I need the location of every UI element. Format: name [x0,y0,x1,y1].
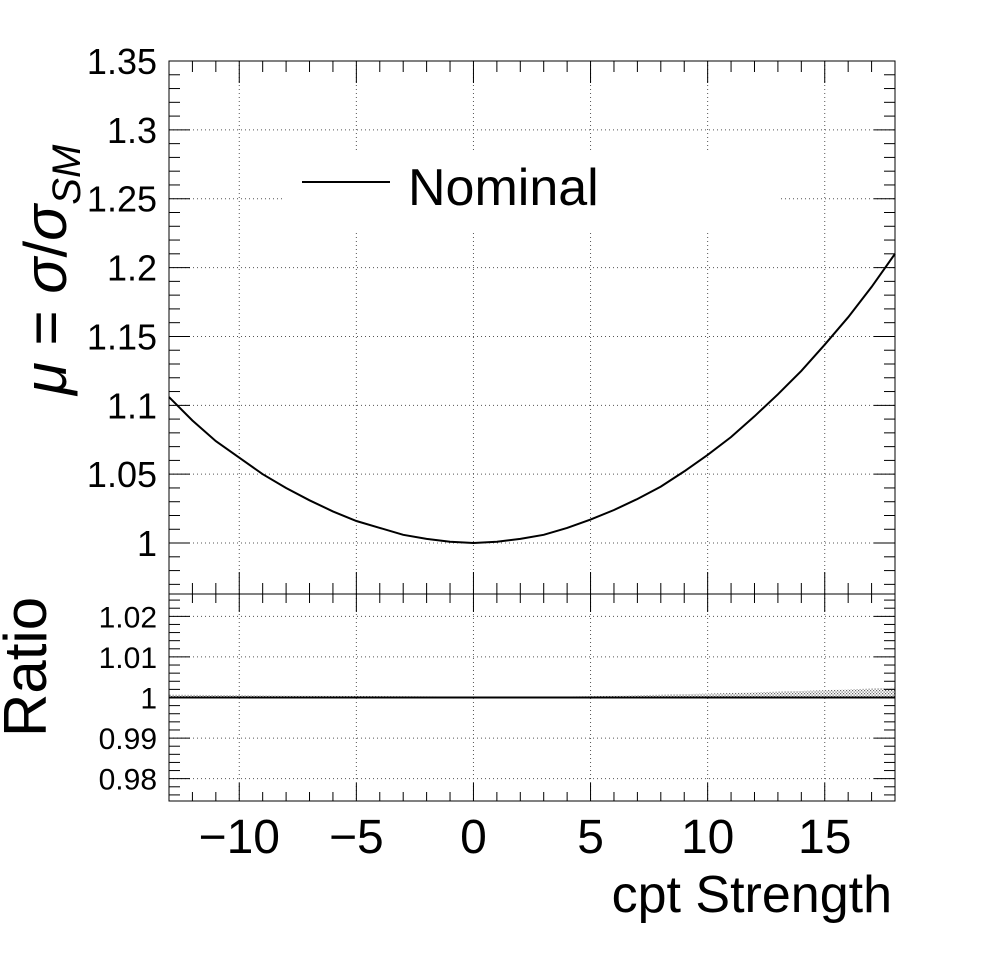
y-title-slash: / [12,241,79,258]
ratio-y-tick-label: 1.01 [99,642,157,675]
ratio-y-tick-label: 1 [140,683,157,716]
main-frame [168,60,896,595]
x-tick-labels: −10 −5 0 5 10 15 [199,811,852,864]
main-y-tick-label: 1 [137,523,157,564]
x-tick-label: −10 [199,811,280,864]
main-series-layer [168,253,896,545]
main-y-tick-labels: 1 1.05 1.1 1.15 1.2 1.25 1.3 1.35 [87,41,157,564]
main-y-tick-label: 1.1 [107,385,157,426]
main-y-tick-label: 1.2 [107,248,157,289]
main-y-tick-label: 1.25 [87,179,157,220]
ratio-uncertainty-band [169,687,895,698]
ratio-y-tick-label: 0.98 [99,764,157,797]
x-axis-title: cpt Strength [612,866,892,924]
main-y-tick-label: 1.05 [87,454,157,495]
legend: Nominal [283,150,781,232]
main-y-tick-label: 1.3 [107,110,157,151]
x-tick-label: 10 [681,811,734,864]
ratio-y-tick-label: 1.02 [99,601,157,634]
y-title-sigma: σ [12,255,79,294]
x-tick-label: 0 [460,811,487,864]
x-tick-label: −5 [329,811,384,864]
series-line-nominal [168,253,896,545]
ratio-ticks [168,594,896,801]
main-grid [169,60,895,594]
x-tick-label: 5 [577,811,604,864]
y-title-eq: = [12,294,79,362]
ratio-y-tick-label: 0.99 [99,723,157,756]
x-tick-label: 15 [798,811,851,864]
y-title-subscript: SM [45,144,89,205]
y-title-mu: μ [12,362,79,397]
main-y-tick-label: 1.15 [87,316,157,357]
main-y-tick-label: 1.35 [87,41,157,82]
ratio-y-tick-labels: 0.98 0.99 1 1.01 1.02 [99,601,157,796]
y-title-sigma-sm: σ [12,202,79,241]
legend-entry-nominal: Nominal [408,159,599,217]
main-plot-panel: Nominal 1 1.05 1.1 1.15 1.2 1.25 1.3 1.35 μ = σ… [12,41,896,595]
ratio-y-axis-title: Ratio [0,597,59,737]
main-ticks [168,60,896,594]
ratio-plot-panel: 0.98 0.99 1 1.01 1.02 −10 −5 0 5 10 15 Ratio cpt … [0,593,896,924]
ratio-series-layer [169,687,895,699]
main-y-axis-title: μ = σ/σSM [12,144,89,397]
legend-box [283,150,781,232]
